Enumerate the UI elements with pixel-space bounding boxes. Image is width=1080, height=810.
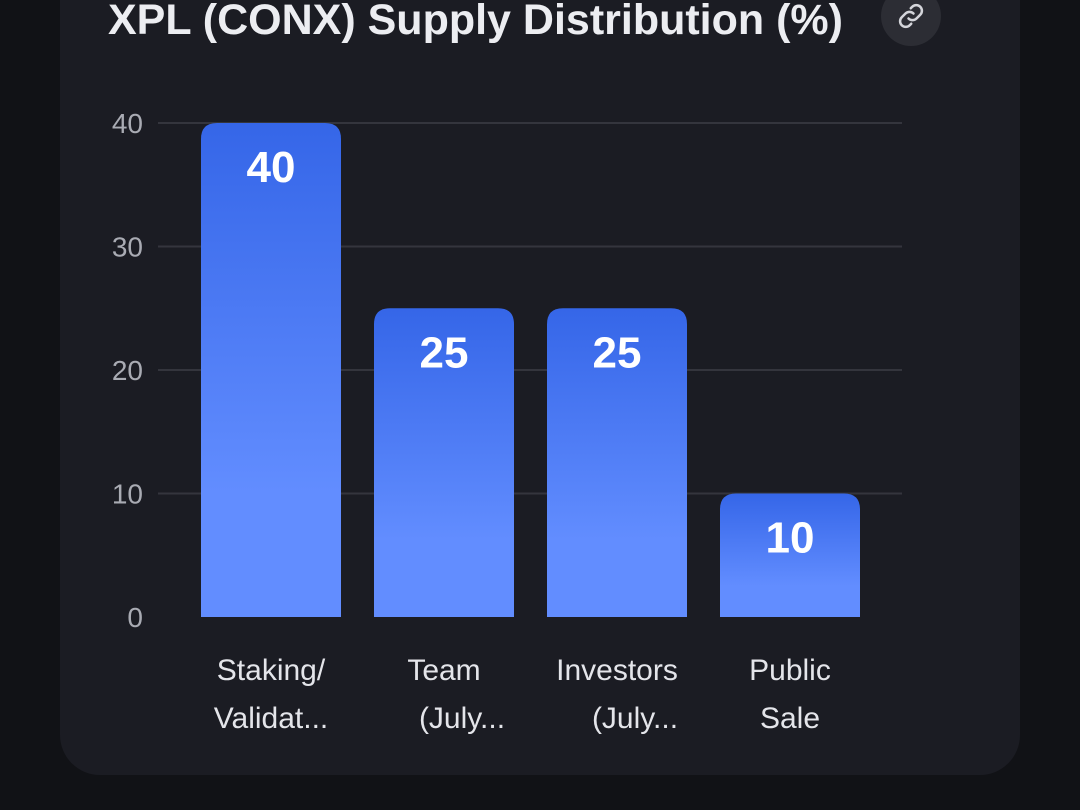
category-labels: Staking/Validat... Team (July... Investors(… — [214, 654, 831, 735]
y-axis-ticks: 0 10 20 30 40 — [112, 108, 143, 633]
bar-value-label: 40 — [247, 143, 296, 192]
bar[interactable] — [201, 123, 341, 617]
x-category-label: Staking/Validat... — [214, 654, 329, 735]
chart-title: XPL (CONX) Supply Distribution (%) — [108, 0, 843, 44]
y-tick-label: 30 — [112, 232, 143, 263]
bar[interactable] — [547, 308, 687, 617]
bar[interactable] — [720, 493, 860, 618]
x-category-label: Investors (July... — [556, 654, 678, 735]
x-category-label: Public Sale — [749, 654, 831, 735]
y-tick-label: 10 — [112, 479, 143, 510]
x-category-label: Team (July... — [407, 654, 505, 735]
bars — [201, 123, 860, 617]
y-tick-label: 20 — [112, 355, 143, 386]
bar-value-label: 25 — [420, 328, 469, 377]
copy-link-button[interactable] — [881, 0, 941, 46]
y-tick-label: 0 — [127, 602, 143, 633]
bar-value-label: 10 — [766, 514, 815, 563]
y-tick-label: 40 — [112, 108, 143, 139]
bar-value-label: 25 — [593, 328, 642, 377]
value-labels: 40 25 25 10 — [247, 143, 815, 563]
bar[interactable] — [374, 308, 514, 617]
link-icon — [898, 3, 924, 29]
